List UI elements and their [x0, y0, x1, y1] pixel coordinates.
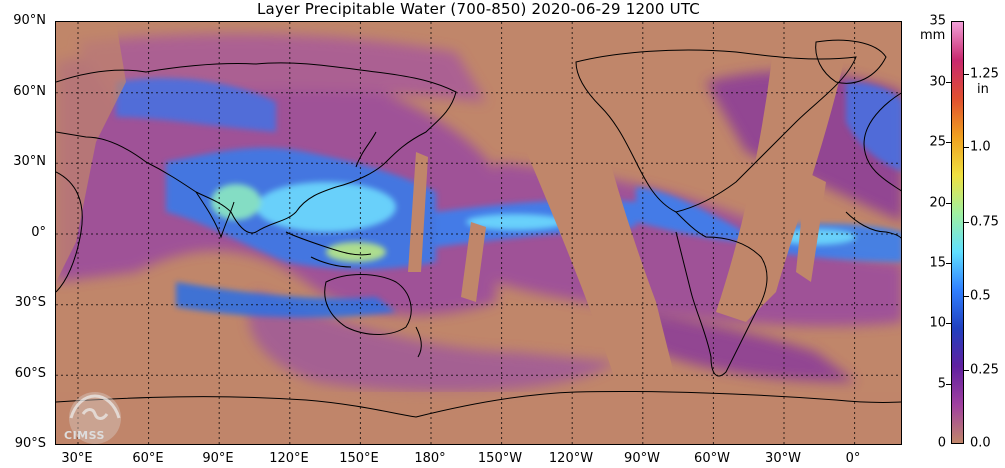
map-title: Layer Precipitable Water (700-850) 2020-…	[257, 0, 700, 18]
colorbar-tick-mark	[964, 222, 969, 223]
colorbar-tick-mark	[946, 142, 951, 143]
colorbar-mm-tick-20: 20	[929, 195, 946, 211]
colorbar-tick-mark	[946, 323, 951, 324]
map-canvas	[56, 22, 901, 444]
lat-label-90s: 90°S	[14, 436, 46, 451]
colorbar-tick-mark	[964, 296, 969, 297]
lon-label-90w: 90°W	[624, 451, 660, 466]
lat-label-30s: 30°S	[14, 295, 46, 310]
colorbar-tick-mark	[964, 74, 969, 75]
colorbar-in-tick-1-25: 1.25	[970, 66, 999, 82]
colorbar-tick-mark	[946, 203, 951, 204]
lon-label-60e: 60°E	[132, 451, 164, 466]
lon-label-150e: 150°E	[339, 451, 379, 466]
colorbar-in-tick-0-25: 0.25	[970, 362, 999, 378]
lat-label-90n: 90°N	[13, 13, 46, 28]
colorbar-mm-unit: mm	[920, 28, 946, 43]
lon-label-90e: 90°E	[202, 451, 234, 466]
colorbar-mm-tick-35: 35	[929, 13, 946, 29]
lon-label-150w: 150°W	[477, 451, 523, 466]
precipitable-water-map[interactable]	[55, 21, 902, 445]
colorbar-tick-mark	[964, 147, 969, 148]
colorbar-mm-tick-25: 25	[929, 134, 946, 150]
colorbar	[951, 21, 964, 444]
colorbar-mm-tick-0: 0	[937, 435, 946, 451]
colorbar-tick-mark	[964, 370, 969, 371]
lon-label-30w: 30°W	[765, 451, 801, 466]
colorbar-mm-tick-10: 10	[929, 315, 946, 331]
colorbar-in-tick-1-0: 1.0	[970, 139, 991, 155]
colorbar-in-tick-0-0: 0.0	[970, 435, 991, 451]
lat-label-0: 0°	[31, 225, 46, 240]
colorbar-in-tick-0-75: 0.75	[970, 214, 999, 230]
lat-label-60n: 60°N	[13, 84, 46, 99]
cimss-logo-text: CIMSS	[64, 429, 105, 442]
lat-label-60s: 60°S	[14, 366, 46, 381]
lon-label-180: 180°	[414, 451, 446, 466]
lon-label-120e: 120°E	[269, 451, 309, 466]
colorbar-mm-tick-5: 5	[937, 376, 946, 392]
colorbar-tick-mark	[946, 82, 951, 83]
colorbar-in-tick-0-5: 0.5	[970, 288, 991, 304]
lat-label-30n: 30°N	[13, 154, 46, 169]
colorbar-tick-mark	[946, 384, 951, 385]
lon-label-60w: 60°W	[694, 451, 730, 466]
colorbar-tick-mark	[946, 263, 951, 264]
cimss-logo	[69, 392, 121, 444]
colorbar-mm-tick-15: 15	[929, 255, 946, 271]
colorbar-mm-tick-30: 30	[929, 74, 946, 90]
lon-label-30e: 30°E	[61, 451, 93, 466]
colorbar-in-unit: in	[977, 82, 989, 97]
lon-label-120w: 120°W	[548, 451, 594, 466]
lon-label-0: 0°	[845, 451, 861, 466]
